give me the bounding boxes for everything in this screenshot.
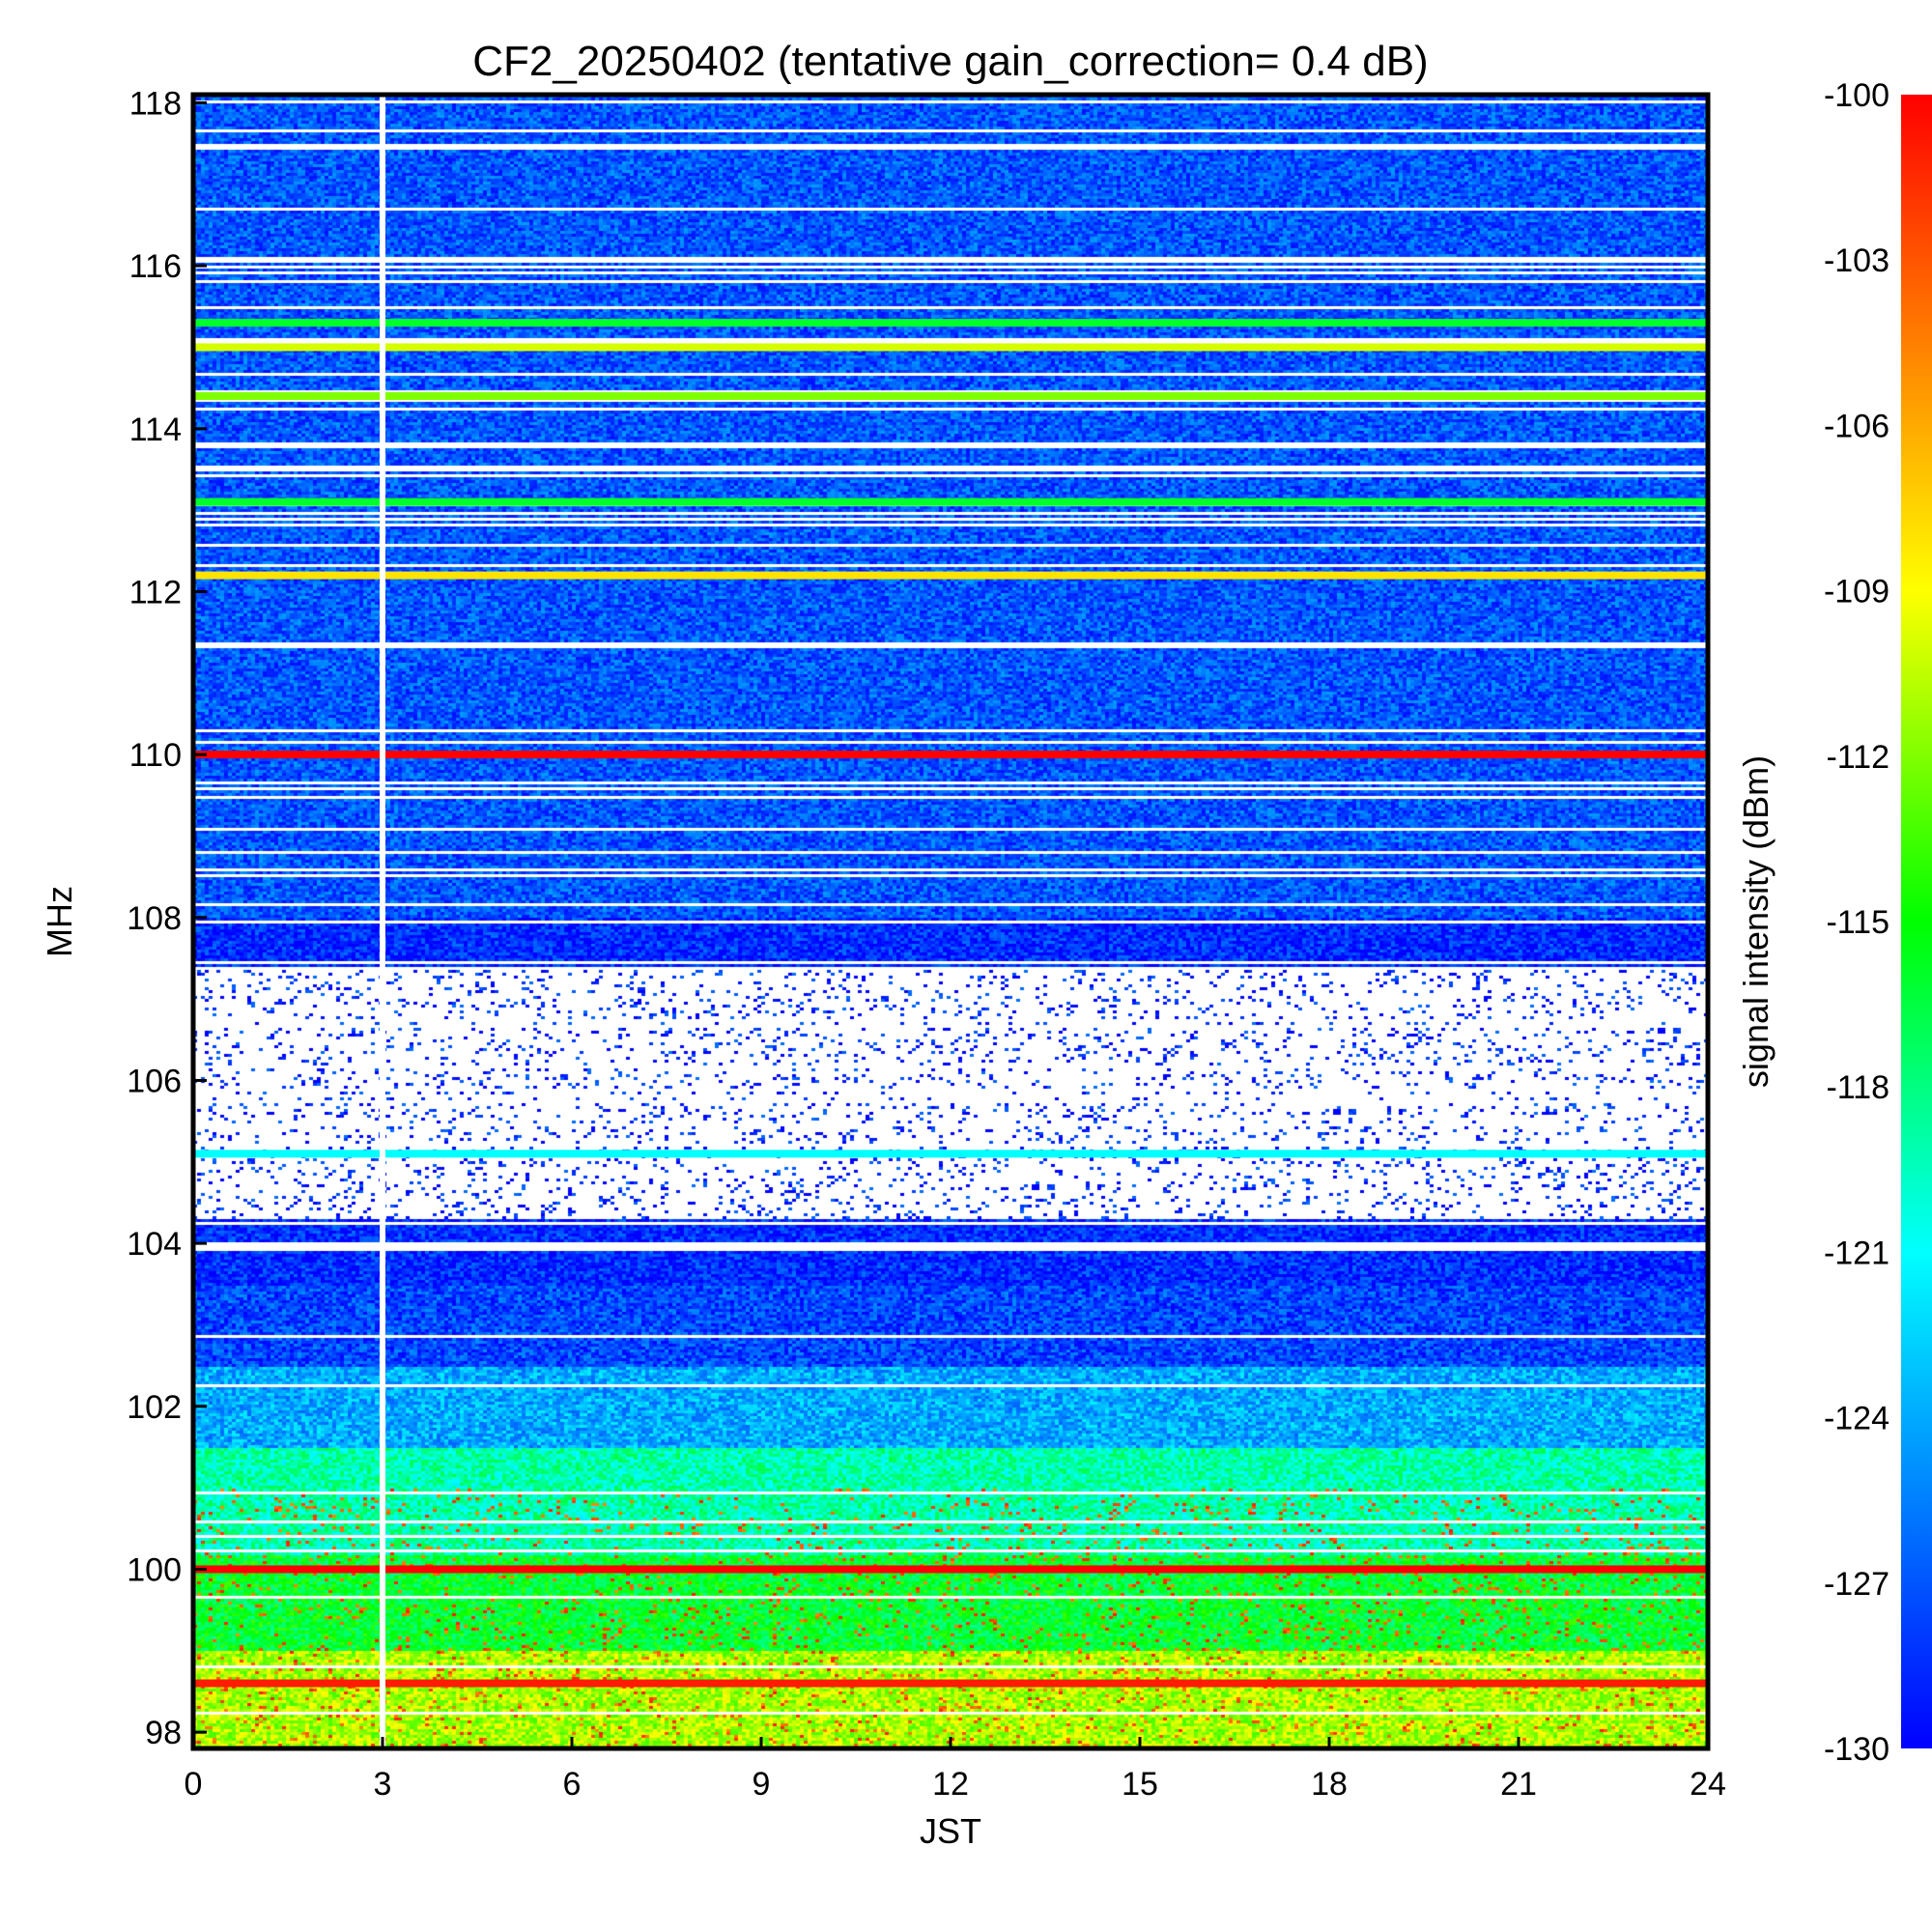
plot-area bbox=[193, 95, 1708, 1748]
y-tick-label: 114 bbox=[129, 412, 182, 448]
x-tick-label: 15 bbox=[1122, 1766, 1158, 1803]
y-tick-label: 112 bbox=[129, 574, 182, 611]
y-tick-label: 108 bbox=[127, 900, 182, 937]
colorbar-tick-label: -106 bbox=[1824, 408, 1889, 444]
spectrogram-raster bbox=[193, 95, 1708, 1748]
colorbar-title: signal intensity (dBm) bbox=[1736, 755, 1776, 1088]
carrier-line-115 bbox=[193, 343, 1708, 352]
colorbar-tick-label: -109 bbox=[1824, 574, 1889, 611]
x-tick-label: 12 bbox=[932, 1766, 969, 1803]
colorbar bbox=[1901, 95, 1932, 1748]
x-tick-label: 24 bbox=[1690, 1766, 1726, 1803]
x-axis-title: JST bbox=[920, 1811, 981, 1851]
carrier-line-115-3 bbox=[193, 319, 1708, 327]
carrier-line-110 bbox=[193, 751, 1708, 759]
carrier-line-105-1 bbox=[193, 1150, 1708, 1158]
y-tick-label: 100 bbox=[127, 1551, 182, 1588]
colorbar-tick-label: -103 bbox=[1824, 242, 1889, 279]
colorbar-tick-label: -127 bbox=[1824, 1566, 1889, 1603]
carrier-line-114-4 bbox=[193, 392, 1708, 401]
x-tick-label: 18 bbox=[1311, 1766, 1348, 1803]
colorbar-tick-label: -121 bbox=[1824, 1235, 1889, 1271]
chart-title: CF2_20250402 (tentative gain_correction=… bbox=[472, 38, 1428, 85]
x-axis: 0 3 6 9 12 15 18 21 24 bbox=[185, 1737, 1726, 1803]
carrier-line-100 bbox=[193, 1565, 1708, 1574]
x-tick-label: 6 bbox=[563, 1766, 582, 1803]
y-tick-label: 110 bbox=[129, 737, 182, 774]
carrier-line-113-1 bbox=[193, 497, 1708, 506]
y-axis-title: MHz bbox=[40, 886, 79, 957]
colorbar-tick-label: -115 bbox=[1826, 904, 1889, 941]
carrier-line-112-2 bbox=[193, 571, 1708, 580]
y-tick-label: 118 bbox=[129, 85, 182, 122]
colorbar-tick-label: -112 bbox=[1826, 739, 1889, 776]
x-tick-label: 0 bbox=[185, 1766, 203, 1803]
colorbar-tick-label: -124 bbox=[1824, 1401, 1889, 1437]
colorbar-tick-label: -118 bbox=[1826, 1069, 1889, 1106]
x-tick-label: 9 bbox=[753, 1766, 771, 1803]
colorbar-axis: -100 -103 -106 -109 -112 -115 -118 -121 -124 -127… bbox=[1824, 77, 1889, 1768]
colorbar-tick-label: -100 bbox=[1824, 77, 1889, 114]
y-tick-label: 102 bbox=[127, 1389, 182, 1426]
y-tick-label: 98 bbox=[145, 1715, 182, 1751]
y-tick-label: 104 bbox=[127, 1226, 182, 1263]
y-tick-label: 116 bbox=[129, 248, 182, 285]
y-tick-label: 106 bbox=[127, 1063, 182, 1099]
y-axis: 98 100 102 104 106 108 110 112 114 116 118 bbox=[127, 85, 207, 1751]
x-tick-label: 21 bbox=[1500, 1766, 1537, 1803]
x-tick-label: 3 bbox=[374, 1766, 392, 1803]
data-gap-line bbox=[380, 95, 385, 1748]
carrier-line-98-6 bbox=[193, 1679, 1708, 1688]
colorbar-tick-label: -130 bbox=[1824, 1731, 1889, 1768]
